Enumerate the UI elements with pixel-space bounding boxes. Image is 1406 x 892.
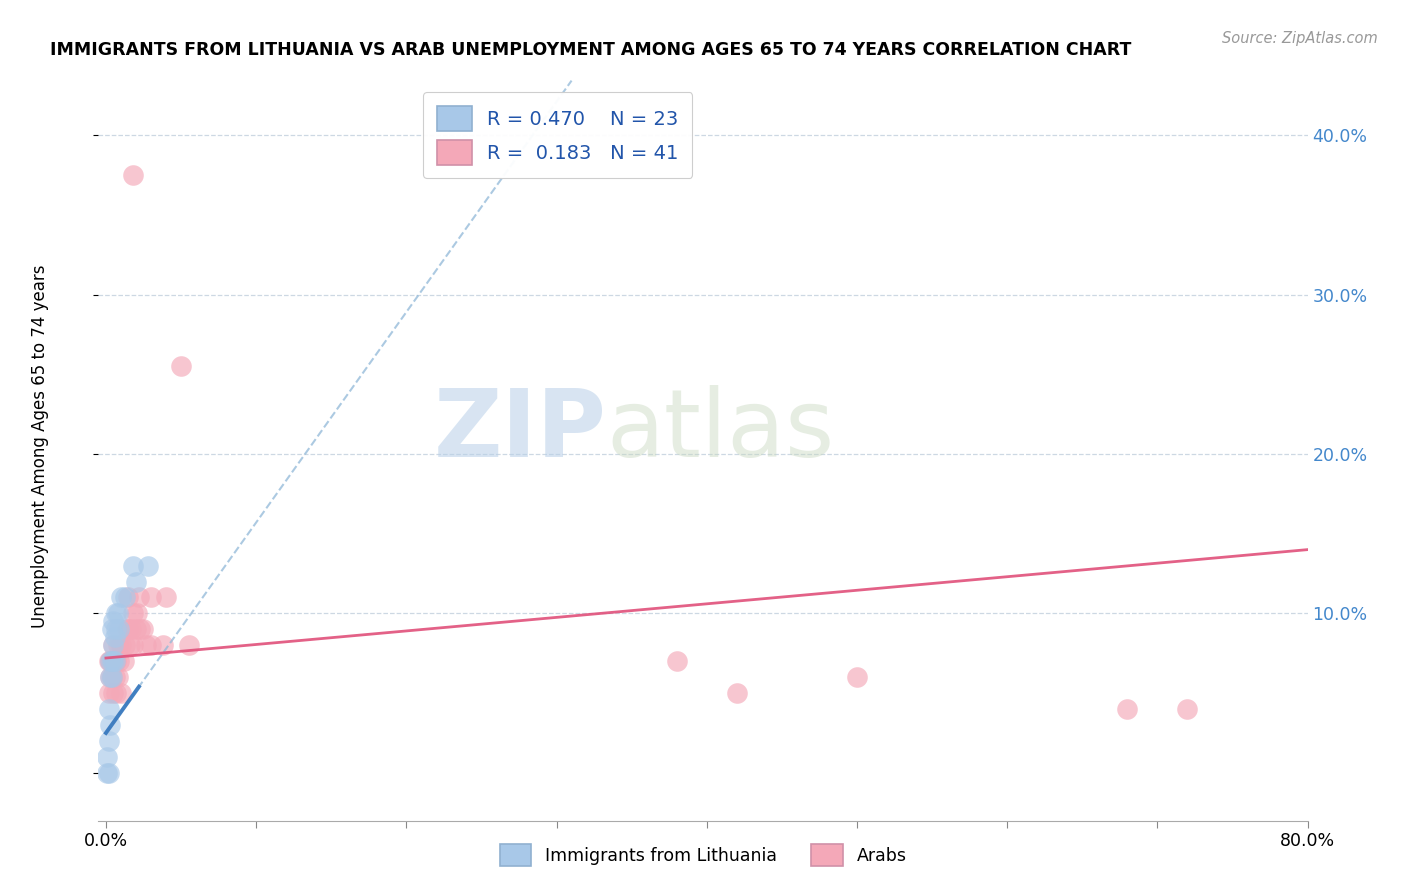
Point <box>100 718 122 732</box>
Point <box>97 654 120 668</box>
Point <box>117 591 139 605</box>
Legend: R = 0.470    N = 23, R =  0.183   N = 41: R = 0.470 N = 23, R = 0.183 N = 41 <box>423 92 693 178</box>
Point <box>846 670 869 684</box>
Point <box>110 591 132 605</box>
Point <box>110 686 132 700</box>
Point <box>100 670 122 684</box>
Point <box>97 765 120 780</box>
Point <box>103 638 125 652</box>
Point <box>117 623 139 637</box>
Point <box>105 623 128 637</box>
Point <box>665 654 688 668</box>
Point <box>1177 702 1199 716</box>
Point <box>101 670 124 684</box>
Text: Source: ZipAtlas.com: Source: ZipAtlas.com <box>1222 31 1378 46</box>
Point <box>100 654 122 668</box>
Text: IMMIGRANTS FROM LITHUANIA VS ARAB UNEMPLOYMENT AMONG AGES 65 TO 74 YEARS CORRELA: IMMIGRANTS FROM LITHUANIA VS ARAB UNEMPL… <box>51 41 1132 59</box>
Point <box>132 623 155 637</box>
Point <box>122 607 145 621</box>
Point <box>96 765 118 780</box>
Point <box>121 623 143 637</box>
Point <box>105 654 128 668</box>
Point <box>118 638 141 652</box>
Point <box>110 638 132 652</box>
Point <box>101 670 124 684</box>
Point <box>115 623 138 637</box>
Point <box>104 654 127 668</box>
Point <box>97 702 120 716</box>
Point <box>105 686 128 700</box>
Point <box>101 654 124 668</box>
Point <box>135 638 157 652</box>
Point <box>129 623 152 637</box>
Point <box>139 591 162 605</box>
Point <box>136 558 159 573</box>
Point <box>108 654 131 668</box>
Point <box>114 591 136 605</box>
Point <box>125 574 148 589</box>
Point <box>122 168 145 182</box>
Text: ZIP: ZIP <box>433 385 606 477</box>
Point <box>170 359 193 374</box>
Point <box>96 750 118 764</box>
Point <box>103 654 125 668</box>
Point <box>104 670 127 684</box>
Point <box>152 638 174 652</box>
Point <box>100 654 122 668</box>
Point <box>100 670 122 684</box>
Point <box>97 734 120 748</box>
Point <box>97 686 120 700</box>
Point <box>122 558 145 573</box>
Point <box>127 607 149 621</box>
Point <box>108 623 131 637</box>
Point <box>177 638 200 652</box>
Point <box>105 607 128 621</box>
Point <box>104 630 127 644</box>
Text: atlas: atlas <box>606 385 835 477</box>
Point <box>101 623 124 637</box>
Point <box>104 654 127 668</box>
Point <box>103 638 125 652</box>
Point <box>107 607 129 621</box>
Point <box>155 591 177 605</box>
Point <box>1116 702 1139 716</box>
Point <box>125 623 148 637</box>
Point <box>725 686 748 700</box>
Point <box>128 591 150 605</box>
Point <box>112 654 135 668</box>
Text: Unemployment Among Ages 65 to 74 years: Unemployment Among Ages 65 to 74 years <box>31 264 49 628</box>
Point <box>122 638 145 652</box>
Point <box>107 670 129 684</box>
Legend: Immigrants from Lithuania, Arabs: Immigrants from Lithuania, Arabs <box>492 838 914 872</box>
Point <box>114 638 136 652</box>
Point <box>107 638 129 652</box>
Point <box>103 615 125 629</box>
Point <box>103 686 125 700</box>
Point <box>139 638 162 652</box>
